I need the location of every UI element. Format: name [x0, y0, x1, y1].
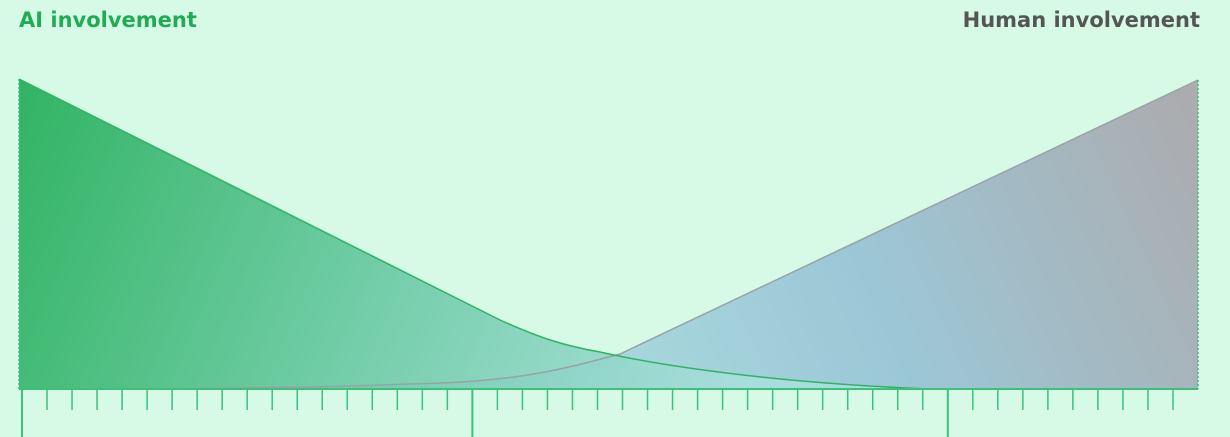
- ai-involvement-label: AI involvement: [19, 8, 197, 32]
- scale-ticks: [21, 389, 1174, 437]
- human-involvement-area: [19, 80, 1198, 389]
- ai-involvement-area: [19, 79, 930, 389]
- human-involvement-label: Human involvement: [962, 8, 1200, 32]
- ai-involvement-curve: [18, 78, 1198, 390]
